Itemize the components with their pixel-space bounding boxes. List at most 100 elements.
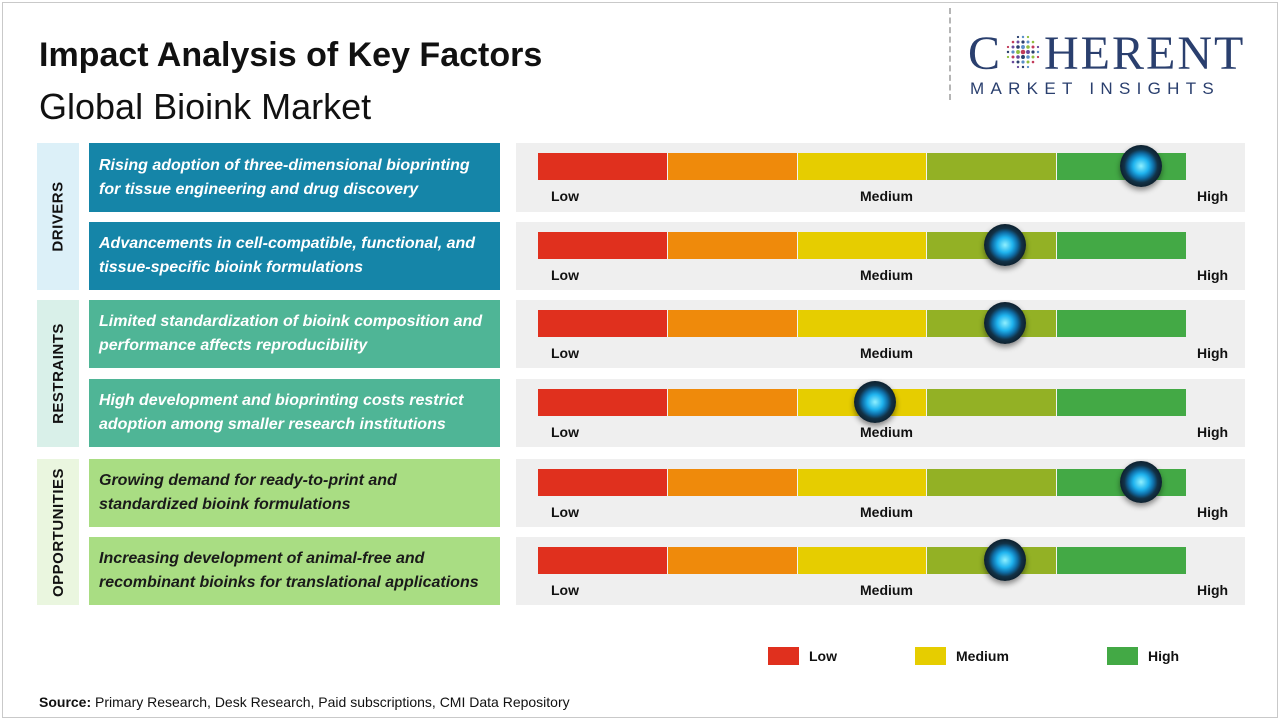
scale-segment-3 <box>797 469 928 496</box>
scale-label-low: Low <box>551 504 579 520</box>
category-label: OPPORTUNITIES <box>49 467 67 597</box>
scale-label-high: High <box>1197 188 1229 204</box>
factor-restraints-1: Limited standardization of bioink compos… <box>89 300 500 368</box>
scale-segment-4 <box>927 389 1058 416</box>
factor-opportunities-1: Growing demand for ready-to-print and st… <box>89 459 500 527</box>
impact-marker <box>983 539 1026 581</box>
scale-segment-4 <box>927 469 1058 496</box>
logo-dot <box>1021 45 1025 49</box>
legend-label-low: Low <box>809 648 837 664</box>
logo-dot <box>1021 65 1025 69</box>
logo-dot <box>1031 40 1035 44</box>
impact-scale-bar <box>538 547 1186 574</box>
logo-dot <box>1036 50 1040 54</box>
logo-divider <box>949 8 951 100</box>
scale-segment-5 <box>1057 547 1186 574</box>
legend-item-medium: Medium <box>915 647 1009 665</box>
logo-dot <box>1026 50 1030 54</box>
logo-dot <box>1016 50 1020 54</box>
source-note: Source: Primary Research, Desk Research,… <box>39 694 570 710</box>
category-label: DRIVERS <box>49 181 67 252</box>
scale-label-low: Low <box>551 424 579 440</box>
logo-dot <box>1016 60 1020 64</box>
impact-scale-bar <box>538 153 1186 180</box>
logo-dot <box>1006 45 1010 49</box>
legend-swatch-low <box>768 647 799 665</box>
scale-segment-5 <box>1057 232 1186 259</box>
scale-segment-1 <box>538 310 668 337</box>
impact-track-opportunities-1: Low Medium High <box>516 459 1245 527</box>
impact-marker <box>853 381 896 423</box>
logo-dot <box>1031 50 1035 54</box>
logo-dot <box>1021 60 1025 64</box>
scale-label-high: High <box>1197 267 1229 283</box>
impact-marker <box>1119 461 1162 503</box>
scale-label-high: High <box>1197 582 1229 598</box>
logo-dot <box>1011 50 1015 54</box>
legend-label-medium: Medium <box>956 648 1009 664</box>
logo-dot <box>1031 60 1035 64</box>
scale-segment-1 <box>538 153 668 180</box>
logo-text-start: C <box>968 27 1003 80</box>
source-label: Source: <box>39 694 92 710</box>
logo-dot <box>1011 40 1015 44</box>
impact-scale-bar <box>538 389 1186 416</box>
scale-label-high: High <box>1197 504 1229 520</box>
logo-dot <box>1021 55 1025 59</box>
scale-segment-1 <box>538 469 668 496</box>
legend-item-low: Low <box>768 647 837 665</box>
category-opportunities: OPPORTUNITIES <box>37 459 79 605</box>
scale-label-medium: Medium <box>860 582 913 598</box>
legend-swatch-medium <box>915 647 946 665</box>
scale-segment-1 <box>538 547 668 574</box>
logo-dot <box>1011 55 1015 59</box>
scale-segment-2 <box>667 547 798 574</box>
scale-segment-2 <box>667 310 798 337</box>
logo-dot <box>1021 35 1025 39</box>
impact-scale-bar <box>538 469 1186 496</box>
scale-label-low: Low <box>551 345 579 361</box>
legend-item-high: High <box>1107 647 1179 665</box>
company-logo: C HERENT <box>968 30 1245 78</box>
scale-segment-3 <box>797 153 928 180</box>
impact-track-opportunities-2: Low Medium High <box>516 537 1245 605</box>
logo-dot <box>1016 35 1020 39</box>
category-drivers: DRIVERS <box>37 143 79 290</box>
scale-segment-2 <box>667 469 798 496</box>
logo-globe-icon <box>1006 35 1040 69</box>
scale-label-low: Low <box>551 582 579 598</box>
logo-dot <box>1026 35 1030 39</box>
logo-dot <box>1006 50 1010 54</box>
scale-segment-2 <box>667 232 798 259</box>
logo-dot <box>1031 45 1035 49</box>
scale-segment-4 <box>927 153 1058 180</box>
logo-dot <box>1026 55 1030 59</box>
impact-track-restraints-2: Low Medium High <box>516 379 1245 447</box>
logo-dot <box>1031 55 1035 59</box>
logo-dot <box>1036 55 1040 59</box>
scale-label-medium: Medium <box>860 345 913 361</box>
page-title: Impact Analysis of Key Factors <box>39 36 543 74</box>
scale-segment-2 <box>667 153 798 180</box>
factor-restraints-2: High development and bioprinting costs r… <box>89 379 500 447</box>
scale-segment-5 <box>1057 310 1186 337</box>
logo-dot <box>1026 65 1030 69</box>
scale-label-high: High <box>1197 345 1229 361</box>
factor-drivers-1: Rising adoption of three-dimensional bio… <box>89 143 500 212</box>
logo-dot <box>1026 40 1030 44</box>
legend-swatch-high <box>1107 647 1138 665</box>
logo-dot <box>1006 55 1010 59</box>
logo-text-end: HERENT <box>1044 27 1246 80</box>
scale-label-medium: Medium <box>860 188 913 204</box>
logo-dot <box>1016 55 1020 59</box>
scale-segment-2 <box>667 389 798 416</box>
scale-segment-1 <box>538 232 668 259</box>
scale-label-medium: Medium <box>860 504 913 520</box>
impact-track-drivers-2: Low Medium High <box>516 222 1245 290</box>
logo-dot <box>1016 65 1020 69</box>
factor-drivers-2: Advancements in cell-compatible, functio… <box>89 222 500 290</box>
impact-track-drivers-1: Low Medium High <box>516 143 1245 212</box>
source-text: Primary Research, Desk Research, Paid su… <box>91 694 570 710</box>
logo-dot <box>1016 45 1020 49</box>
scale-segment-1 <box>538 389 668 416</box>
